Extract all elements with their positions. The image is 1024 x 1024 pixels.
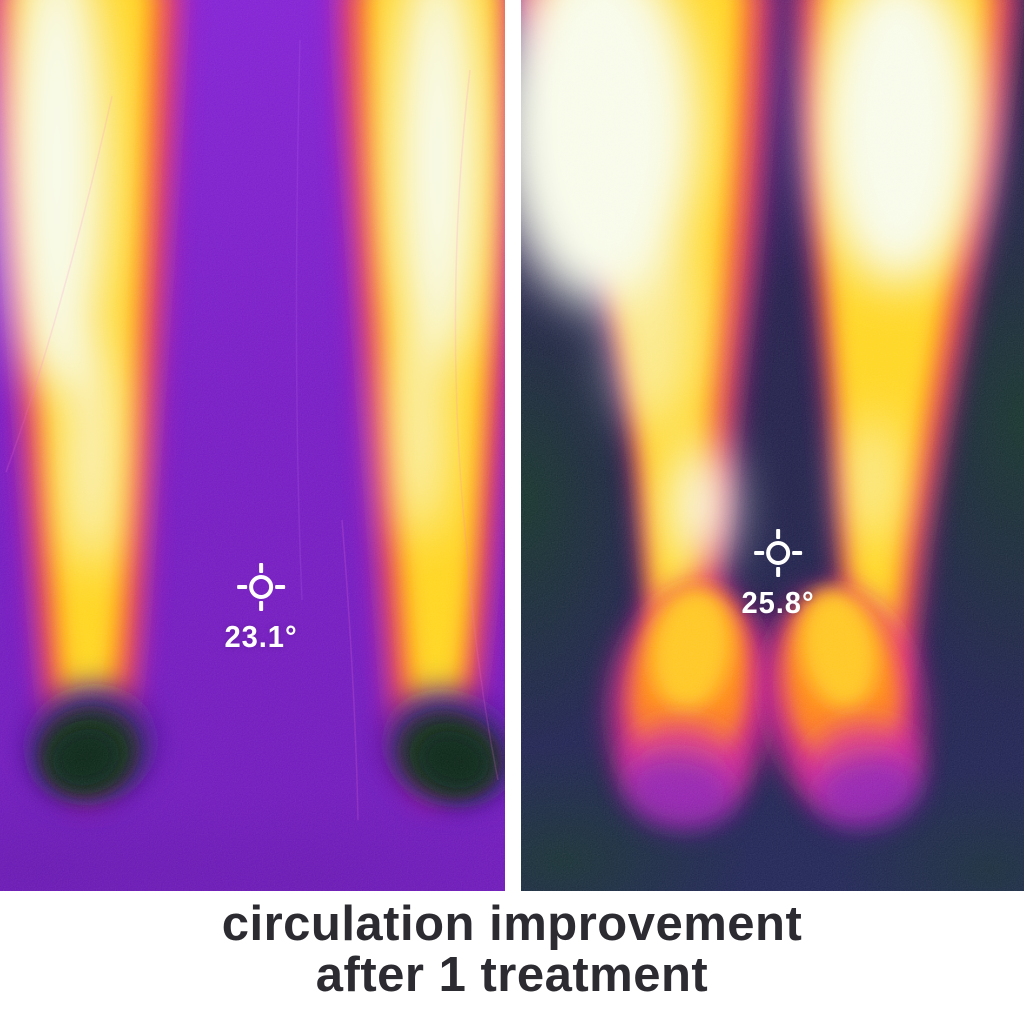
thermal-render-after <box>521 0 1024 891</box>
caption-line-2: after 1 treatment <box>315 947 709 1002</box>
caption: circulation improvement after 1 treatmen… <box>0 899 1024 1001</box>
thermal-panel-after: 25.8° <box>521 0 1024 891</box>
thermal-panel-before: 23.1° <box>0 0 505 891</box>
caption-line-1: circulation improvement <box>221 897 803 951</box>
thermal-render-before <box>0 0 505 891</box>
